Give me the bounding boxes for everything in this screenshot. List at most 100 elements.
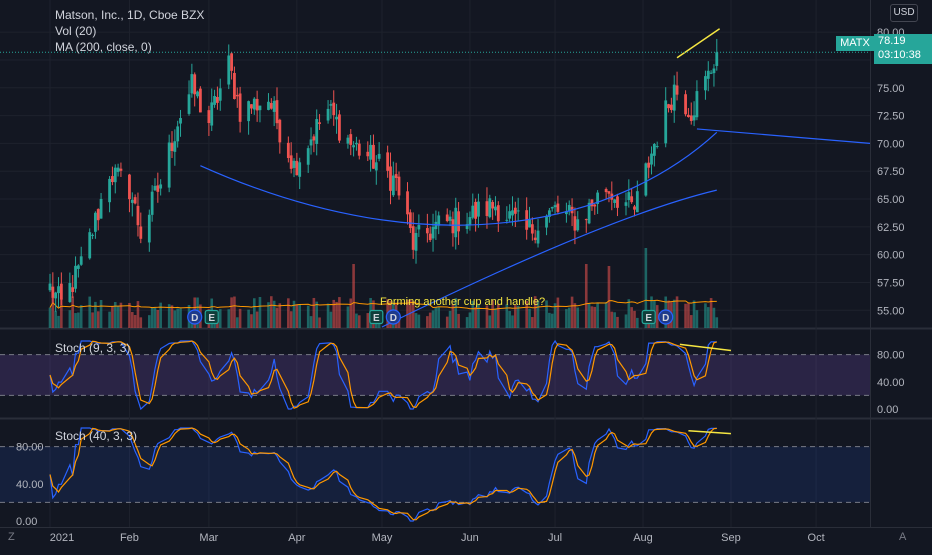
volume-bar [570,296,574,328]
price-axis-label: 67.50 [877,166,905,178]
earnings-marker[interactable]: E [641,309,656,325]
candle-body [119,168,123,171]
dividend-marker[interactable]: D [385,309,401,325]
volume-bar [556,297,560,328]
candle-body [147,214,151,243]
candle-body [406,191,409,215]
ticker-tag: MATX [836,36,874,51]
volume-bar [590,306,594,328]
candle-body [176,126,180,142]
candle-body [374,162,378,171]
volume-bar [465,317,469,328]
candle-body [309,139,313,146]
candle-body [187,94,191,114]
candle-body [712,68,716,74]
event-marker-label: E [373,313,380,324]
volume-bar [715,317,719,328]
volume-bar [258,297,262,328]
volume-bar [133,315,137,328]
stoch-bands [0,354,870,503]
volume-bar [150,307,154,328]
volume-bar [633,310,636,328]
volume-bar [531,317,534,328]
volume-bar [488,315,492,328]
candle-body [709,72,713,74]
candle-body [695,91,699,118]
volume-bar [366,313,370,328]
candle-body [408,212,412,228]
candle-body [687,114,690,117]
volume-bar [60,298,63,328]
drawings [0,28,871,328]
stoch1-line [49,339,717,411]
candle-body [494,206,497,211]
candle-body [349,134,353,145]
time-axis-label: Feb [120,532,139,544]
time-axis-label: Jul [548,532,562,544]
candle-body [394,174,398,179]
last-price-box: 78.19 03:10:38 [874,34,932,64]
candle-body [468,217,472,226]
volume-bar [471,300,475,328]
candle-body [93,212,97,232]
stoch1-legend: Stoch (9, 3, 3) [55,341,131,355]
volume-bar [176,308,179,328]
time-axis-label: Sep [721,532,741,544]
volume-bar [352,264,355,328]
zoom-button[interactable]: Z [8,531,15,543]
time-axis-label: May [372,532,393,544]
candle-body [593,204,597,207]
dividend-marker[interactable]: D [658,309,674,325]
candle-body [545,216,548,228]
candle-body [230,53,233,71]
volume-bar [148,315,151,328]
candle-body [286,142,290,158]
volume-bar [431,310,435,328]
candle-body [218,88,222,101]
volume-bar [485,305,489,328]
volume-bar [71,296,74,328]
candle-body [173,141,177,152]
event-marker-label: D [662,313,669,324]
stoch1-axis-label: 80.00 [877,350,905,362]
volume-bar [689,315,693,328]
candle-body [655,145,659,147]
candle-body [258,105,262,111]
volume-bar [409,299,412,328]
dividend-marker[interactable]: D [187,309,203,325]
candle-body [255,98,259,111]
candle-body [675,85,679,95]
volume-bar [170,305,174,328]
candle-body [139,226,143,239]
candle-body [227,55,231,85]
candle-body [329,104,333,106]
candle-body [357,143,361,156]
price-axis-label: 72.50 [877,111,905,123]
event-marker-label: E [645,313,652,324]
volume-bar [477,303,480,328]
earnings-marker[interactable]: E [369,309,384,325]
candle-body [496,205,500,222]
volume-bar [355,313,358,328]
volume-legend: Vol (20) [55,24,97,38]
earnings-marker-shape [369,309,384,325]
candle-body [573,216,577,231]
candle-body [267,101,270,110]
volume-bar [437,307,441,328]
candle-body [130,199,134,203]
candle-body [550,207,554,209]
volume-bar [318,317,321,328]
dividend-marker-shape [658,309,674,325]
earnings-marker[interactable]: E [204,309,219,325]
candle-body [198,88,202,113]
volume-bar [494,308,497,328]
auto-scale-button[interactable]: A [899,531,907,543]
chart-annotation[interactable]: Forming another cup and handle? [380,296,546,308]
volume-bar [270,296,273,328]
volume-bar [255,311,259,328]
currency-button[interactable]: USD [890,4,918,22]
price-axis-label: 62.50 [877,222,905,234]
volume-bar [156,309,160,328]
